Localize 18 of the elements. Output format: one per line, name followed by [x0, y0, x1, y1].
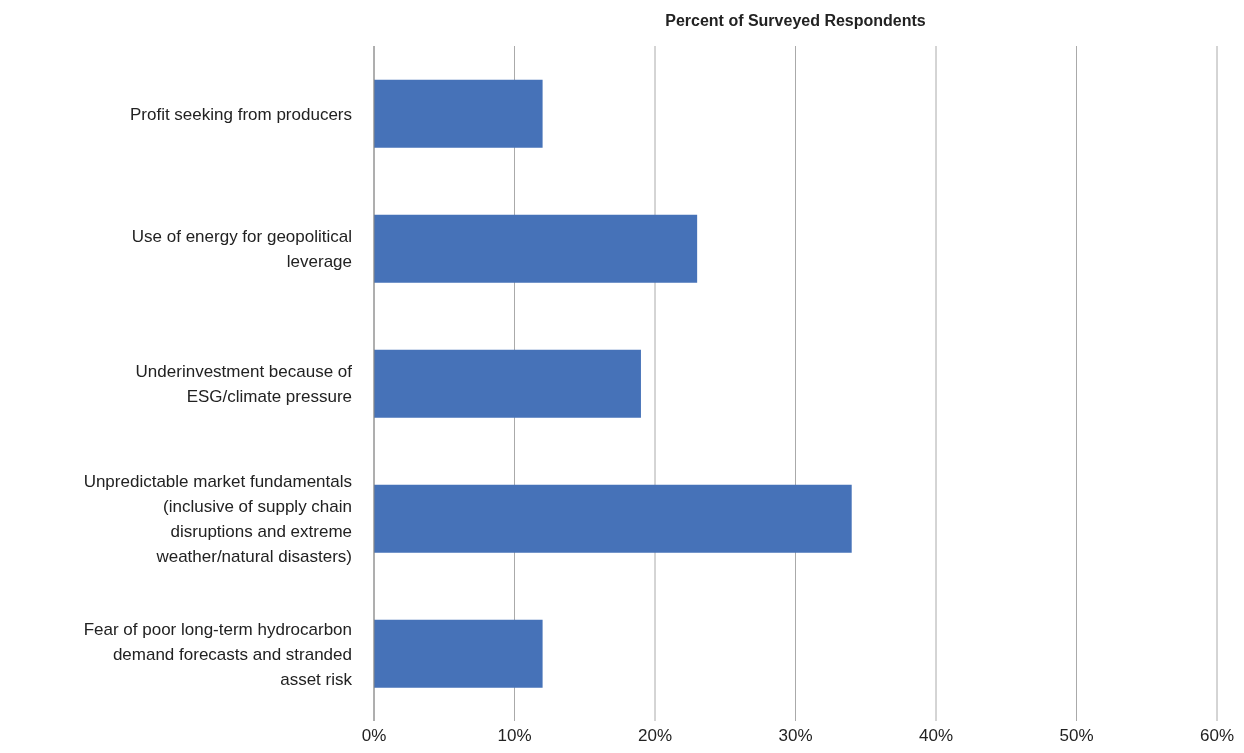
bar: [374, 349, 641, 418]
x-tick-label: 50%: [1059, 726, 1094, 746]
chart-title: Percent of Surveyed Respondents: [664, 12, 927, 30]
bar: [374, 619, 543, 688]
y-tick-label: Profit seeking from producers: [129, 104, 352, 123]
y-tick-label: Unpredictable market fundamentals (inclusive of supply chain disruptions and extreme weather/natural disasters): [83, 471, 352, 566]
bar: [374, 79, 543, 148]
x-tick-label: 0%: [361, 726, 387, 746]
x-tick-label: 20%: [637, 726, 673, 746]
y-tick-label: Use of energy for geopolitical leverage: [131, 226, 352, 271]
y-tick-label: Underinvestment because of ESG/climate pressure: [135, 361, 353, 406]
x-tick-label: 60%: [1199, 726, 1235, 746]
x-tick-label: 40%: [918, 726, 954, 746]
bar: [374, 484, 852, 553]
bar: [374, 214, 698, 283]
y-tick-label: Fear of poor long-term hydrocarbon demand forecasts and stranded asset risk: [83, 619, 353, 688]
x-tick-label: 10%: [497, 726, 532, 746]
x-tick-label: 30%: [778, 726, 813, 746]
